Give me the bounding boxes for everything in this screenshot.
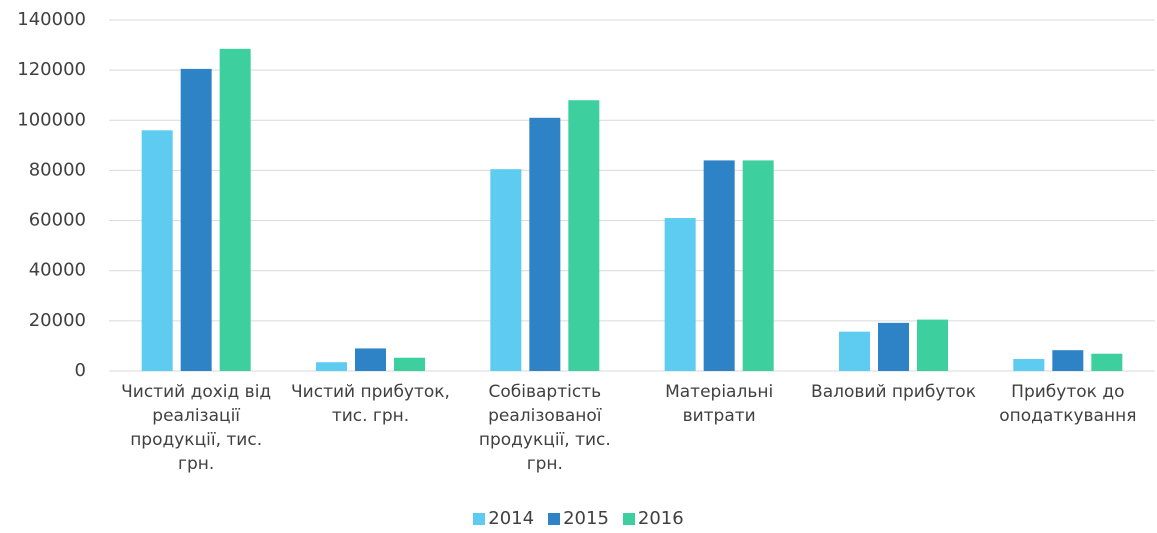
legend-swatch xyxy=(548,512,561,525)
legend-item: 2015 xyxy=(548,508,609,529)
y-tick-label: 20000 xyxy=(29,310,86,331)
x-tick-label: Чистий прибуток, тис. грн. xyxy=(291,382,450,426)
y-tick-label: 120000 xyxy=(17,59,86,80)
y-tick-label: 80000 xyxy=(29,159,86,180)
bar xyxy=(568,100,600,371)
bar xyxy=(664,218,696,371)
legend-swatch xyxy=(473,512,486,525)
legend-label: 2014 xyxy=(488,508,535,529)
bar xyxy=(355,348,386,371)
legend: 2014 2015 2016 xyxy=(0,508,1157,529)
x-tick-label: Собівартість реалізованої продукції, тис… xyxy=(478,382,611,474)
bar xyxy=(742,160,774,371)
legend-label: 2016 xyxy=(637,508,684,529)
x-tick-label: Чистий дохід від реалізації продукції, т… xyxy=(121,382,272,474)
bar xyxy=(917,319,948,371)
x-tick-label: Матеріальні витрати xyxy=(665,382,774,426)
bar xyxy=(394,357,425,371)
bar xyxy=(141,130,173,371)
bar xyxy=(1013,358,1045,371)
y-tick-label: 0 xyxy=(75,360,86,381)
legend-item: 2014 xyxy=(473,508,534,529)
legend-item: 2016 xyxy=(622,508,684,529)
bar xyxy=(529,117,561,372)
y-tick-label: 40000 xyxy=(29,260,86,281)
bar xyxy=(703,160,735,371)
bar xyxy=(180,68,212,371)
bar xyxy=(839,331,870,371)
bar xyxy=(490,169,522,371)
y-tick-label: 100000 xyxy=(17,109,86,130)
legend-swatch xyxy=(622,512,635,525)
y-tick-label: 60000 xyxy=(29,210,86,231)
y-tick-label: 140000 xyxy=(17,9,86,30)
bar xyxy=(878,322,909,371)
bar xyxy=(1052,350,1084,371)
x-tick-label: Прибуток до оподаткування xyxy=(999,382,1137,426)
x-tick-label: Валовий прибуток xyxy=(811,382,976,402)
legend-label: 2015 xyxy=(563,508,609,529)
bar xyxy=(316,362,347,371)
bar xyxy=(1091,353,1123,371)
bar xyxy=(219,48,251,371)
